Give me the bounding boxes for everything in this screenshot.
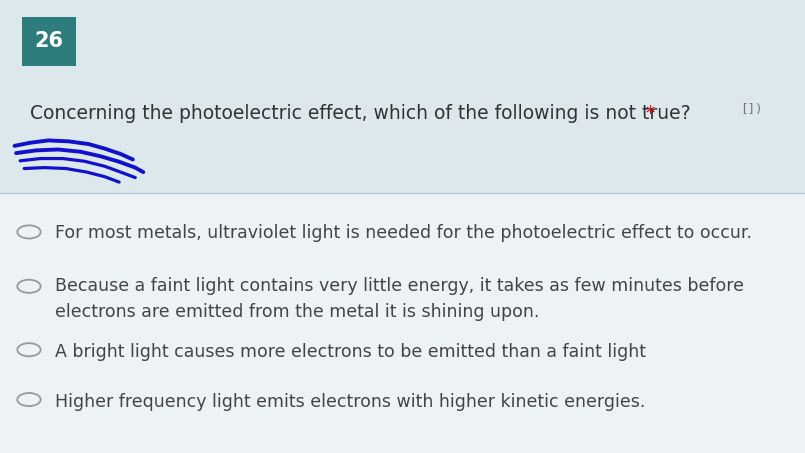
- Text: []): []): [741, 103, 763, 116]
- Text: Because a faint light contains very little energy, it takes as few minutes befor: Because a faint light contains very litt…: [55, 277, 744, 321]
- Text: Concerning the photoelectric effect, which of the following is not true?: Concerning the photoelectric effect, whi…: [30, 104, 691, 123]
- Text: 26: 26: [35, 31, 64, 51]
- Text: *: *: [646, 104, 654, 123]
- Text: For most metals, ultraviolet light is needed for the photoelectric effect to occ: For most metals, ultraviolet light is ne…: [55, 224, 752, 242]
- Text: Higher frequency light emits electrons with higher kinetic energies.: Higher frequency light emits electrons w…: [55, 393, 645, 411]
- Text: A bright light causes more electrons to be emitted than a faint light: A bright light causes more electrons to …: [55, 343, 646, 361]
